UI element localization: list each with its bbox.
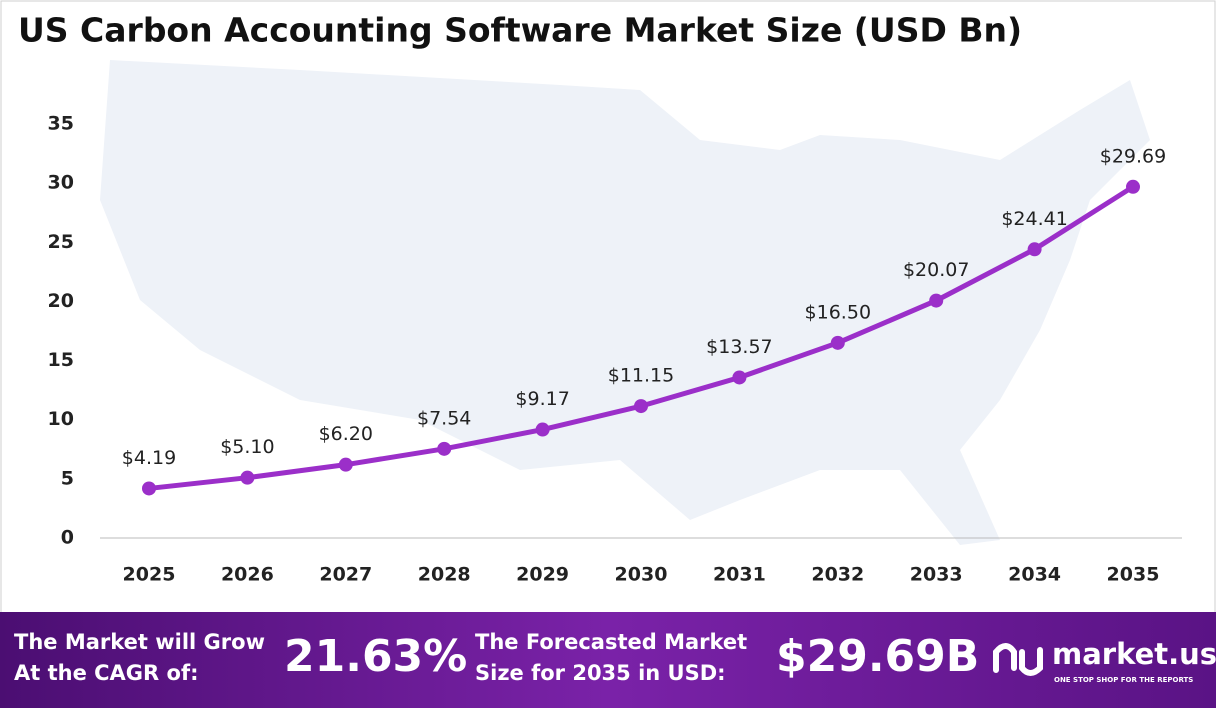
- point: [142, 481, 156, 496]
- cagr-value: 21.63%: [284, 631, 467, 682]
- value-label: $9.17: [515, 388, 569, 410]
- value-label: $4.19: [122, 447, 176, 469]
- y-tick-label: 35: [48, 113, 74, 135]
- y-tick-label: 10: [48, 408, 74, 430]
- value-label: $11.15: [608, 365, 674, 387]
- x-tick-label: 2035: [1107, 564, 1160, 586]
- point: [830, 335, 845, 350]
- value-label: $16.50: [805, 301, 871, 323]
- value-label: $7.54: [417, 407, 471, 429]
- brand: market.us: [1052, 637, 1216, 671]
- map-background: [100, 60, 1150, 545]
- point: [929, 293, 944, 308]
- value-label: $20.07: [903, 259, 969, 281]
- point: [732, 370, 747, 385]
- point: [1126, 179, 1140, 194]
- y-tick-label: 30: [48, 172, 74, 194]
- value-label: $29.69: [1100, 145, 1166, 167]
- cagr-label: The Market will Grow: [14, 630, 265, 654]
- y-tick-label: 25: [48, 231, 74, 253]
- cagr-label: At the CAGR of:: [14, 661, 199, 685]
- footer-band: [0, 612, 1216, 708]
- x-tick-label: 2026: [221, 564, 274, 586]
- forecast-value: $29.69B: [776, 631, 979, 682]
- y-tick-label: 20: [48, 290, 74, 312]
- point: [1027, 242, 1042, 257]
- point: [634, 399, 648, 414]
- x-tick-label: 2030: [615, 564, 668, 586]
- value-label: $5.10: [220, 436, 274, 458]
- y-tick-label: 5: [61, 467, 74, 489]
- x-tick-label: 2033: [910, 564, 963, 586]
- point: [535, 422, 550, 437]
- value-label: $13.57: [706, 336, 772, 358]
- point: [338, 457, 353, 472]
- forecast-label: Size for 2035 in USD:: [475, 661, 726, 685]
- y-tick-label: 15: [48, 349, 74, 371]
- x-tick-label: 2031: [713, 564, 766, 586]
- x-tick-label: 2032: [811, 564, 864, 586]
- tagline: ONE STOP SHOP FOR THE REPORTS: [1054, 676, 1193, 684]
- value-label: $6.20: [319, 423, 373, 445]
- logo-icon: [993, 643, 1043, 676]
- x-tick-label: 2028: [418, 564, 471, 586]
- value-label: $24.41: [1001, 208, 1067, 230]
- forecast-label: The Forecasted Market: [475, 630, 747, 654]
- point: [437, 441, 452, 456]
- x-tick-label: 2027: [319, 564, 372, 586]
- chart-title: US Carbon Accounting Software Market Siz…: [18, 11, 1022, 50]
- point: [240, 470, 255, 485]
- x-tick-label: 2034: [1008, 564, 1061, 586]
- y-tick-label: 0: [61, 527, 74, 549]
- x-tick-label: 2029: [516, 564, 569, 586]
- x-tick-label: 2025: [123, 564, 176, 586]
